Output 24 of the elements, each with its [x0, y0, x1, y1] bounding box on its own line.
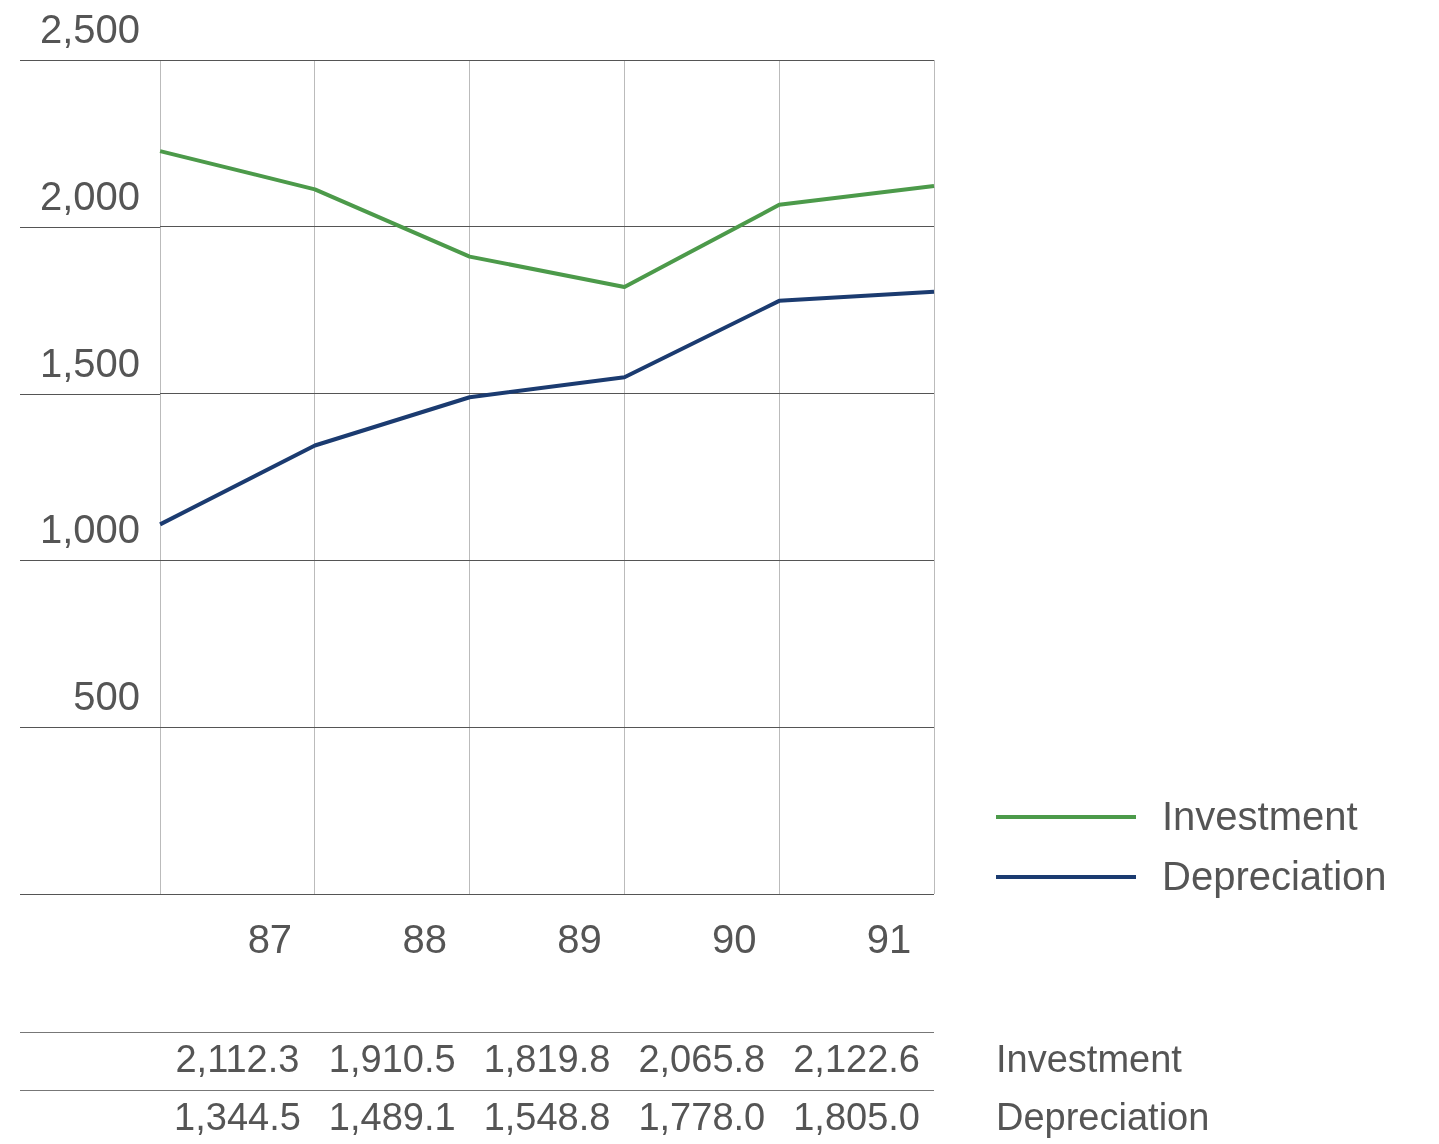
y-tick-label: 2,000: [39, 173, 141, 218]
data-label: 1,778.0: [637, 1096, 767, 1139]
y-tick-label: 500: [73, 674, 141, 719]
data-label: 1,489.1: [327, 1096, 457, 1139]
x-tick-label: 88: [402, 917, 447, 962]
x-tick-label: 91: [866, 917, 912, 962]
text: Depreciation: [996, 1096, 1210, 1138]
data-label: 2,065.8: [637, 1038, 767, 1081]
y-tick-label: 2,500: [39, 7, 141, 52]
data-label: 2,122.6: [792, 1038, 921, 1081]
x-tick-label: 89: [557, 917, 602, 962]
y-tick-label: 1,500: [39, 340, 141, 385]
x-tick-label: 90: [711, 917, 757, 962]
legend-label: Investment: [1162, 794, 1358, 839]
x-tick-label: 87: [247, 917, 293, 962]
data-label: 1,910.5: [327, 1038, 457, 1081]
data-label: 1,805.0: [792, 1096, 921, 1139]
y-tick-label: 1,000: [39, 507, 141, 552]
data-label: 2,112.3: [174, 1038, 301, 1081]
data-label: 1,819.8: [482, 1038, 612, 1081]
text: Investment: [996, 1038, 1182, 1080]
legend-label: Depreciation: [1162, 854, 1387, 899]
data-label: 1,344.5: [173, 1096, 302, 1139]
data-label: 1,548.8: [482, 1096, 612, 1139]
